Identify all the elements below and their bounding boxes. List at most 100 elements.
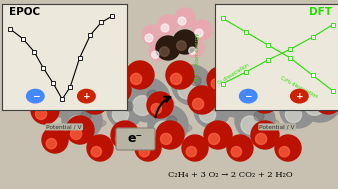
Circle shape (109, 88, 120, 99)
Circle shape (81, 111, 91, 121)
Circle shape (161, 133, 172, 145)
Circle shape (254, 111, 264, 121)
Circle shape (31, 96, 59, 124)
Circle shape (151, 103, 162, 114)
Circle shape (211, 102, 220, 111)
Text: −: − (31, 92, 39, 101)
Circle shape (305, 96, 324, 115)
Circle shape (264, 76, 282, 94)
Circle shape (42, 127, 68, 153)
Ellipse shape (107, 108, 147, 118)
Circle shape (279, 78, 290, 90)
Circle shape (251, 121, 279, 149)
Circle shape (211, 78, 222, 89)
Text: EPOC: EPOC (9, 7, 40, 17)
Ellipse shape (172, 82, 216, 94)
FancyBboxPatch shape (116, 128, 155, 150)
Circle shape (167, 116, 177, 126)
Ellipse shape (298, 96, 338, 110)
Circle shape (188, 86, 216, 114)
Circle shape (57, 62, 83, 88)
Circle shape (78, 89, 95, 103)
Circle shape (241, 116, 259, 134)
Circle shape (59, 85, 70, 96)
Circle shape (152, 51, 159, 58)
Ellipse shape (148, 122, 192, 134)
Circle shape (130, 73, 142, 84)
Circle shape (132, 96, 152, 115)
Circle shape (158, 15, 178, 35)
Circle shape (209, 133, 220, 145)
Circle shape (274, 66, 302, 94)
Circle shape (279, 146, 290, 157)
Circle shape (139, 146, 149, 157)
Circle shape (189, 47, 196, 54)
Circle shape (81, 86, 109, 114)
Circle shape (172, 65, 212, 105)
Circle shape (66, 116, 94, 144)
Circle shape (204, 121, 232, 149)
Circle shape (178, 81, 196, 99)
Circle shape (314, 86, 338, 114)
Circle shape (126, 61, 154, 89)
Circle shape (61, 74, 72, 84)
Circle shape (38, 73, 82, 117)
Circle shape (275, 135, 301, 161)
Circle shape (105, 77, 131, 103)
Text: Activation energy: Activation energy (195, 33, 200, 81)
Circle shape (235, 85, 246, 96)
Circle shape (280, 92, 316, 128)
Circle shape (161, 24, 169, 32)
Ellipse shape (38, 91, 86, 105)
Circle shape (195, 29, 203, 37)
Ellipse shape (62, 117, 106, 129)
Circle shape (191, 76, 201, 86)
Circle shape (68, 116, 86, 134)
Circle shape (194, 92, 230, 128)
Ellipse shape (194, 108, 234, 118)
Circle shape (231, 146, 242, 157)
Circle shape (46, 138, 56, 149)
Circle shape (176, 41, 186, 50)
Circle shape (149, 43, 167, 61)
Circle shape (298, 78, 338, 122)
Circle shape (170, 73, 182, 84)
Ellipse shape (280, 108, 320, 118)
Circle shape (186, 146, 197, 157)
Ellipse shape (258, 77, 302, 89)
Circle shape (71, 128, 82, 139)
Circle shape (299, 74, 310, 84)
Circle shape (35, 108, 47, 119)
Circle shape (160, 47, 169, 56)
Circle shape (182, 135, 208, 161)
Circle shape (214, 73, 258, 117)
Circle shape (199, 106, 216, 123)
Circle shape (147, 92, 173, 118)
Circle shape (252, 87, 278, 113)
Circle shape (256, 98, 267, 109)
Text: −: − (244, 92, 252, 101)
Circle shape (85, 60, 125, 100)
Circle shape (295, 62, 321, 88)
Circle shape (221, 91, 240, 110)
Circle shape (91, 76, 109, 94)
Circle shape (256, 133, 267, 145)
Text: C₂H₄ + 3 O₂ → 2 CO₂ + 2 H₂O: C₂H₄ + 3 O₂ → 2 CO₂ + 2 H₂O (168, 171, 292, 179)
Text: Potential / V: Potential / V (259, 124, 295, 129)
Text: C₂H₄ dissociation: C₂H₄ dissociation (280, 75, 318, 99)
Circle shape (113, 106, 128, 123)
Circle shape (297, 102, 306, 111)
Circle shape (148, 105, 188, 145)
Text: O₂ dissociation: O₂ dissociation (217, 63, 250, 86)
Text: DFT: DFT (309, 7, 332, 17)
Circle shape (236, 73, 247, 84)
Text: +: + (295, 92, 303, 101)
Circle shape (156, 121, 184, 149)
Circle shape (231, 61, 259, 89)
Circle shape (147, 90, 158, 101)
Circle shape (178, 17, 186, 25)
Circle shape (285, 106, 301, 123)
Circle shape (291, 89, 308, 103)
Circle shape (227, 135, 253, 161)
Text: +: + (82, 92, 90, 101)
